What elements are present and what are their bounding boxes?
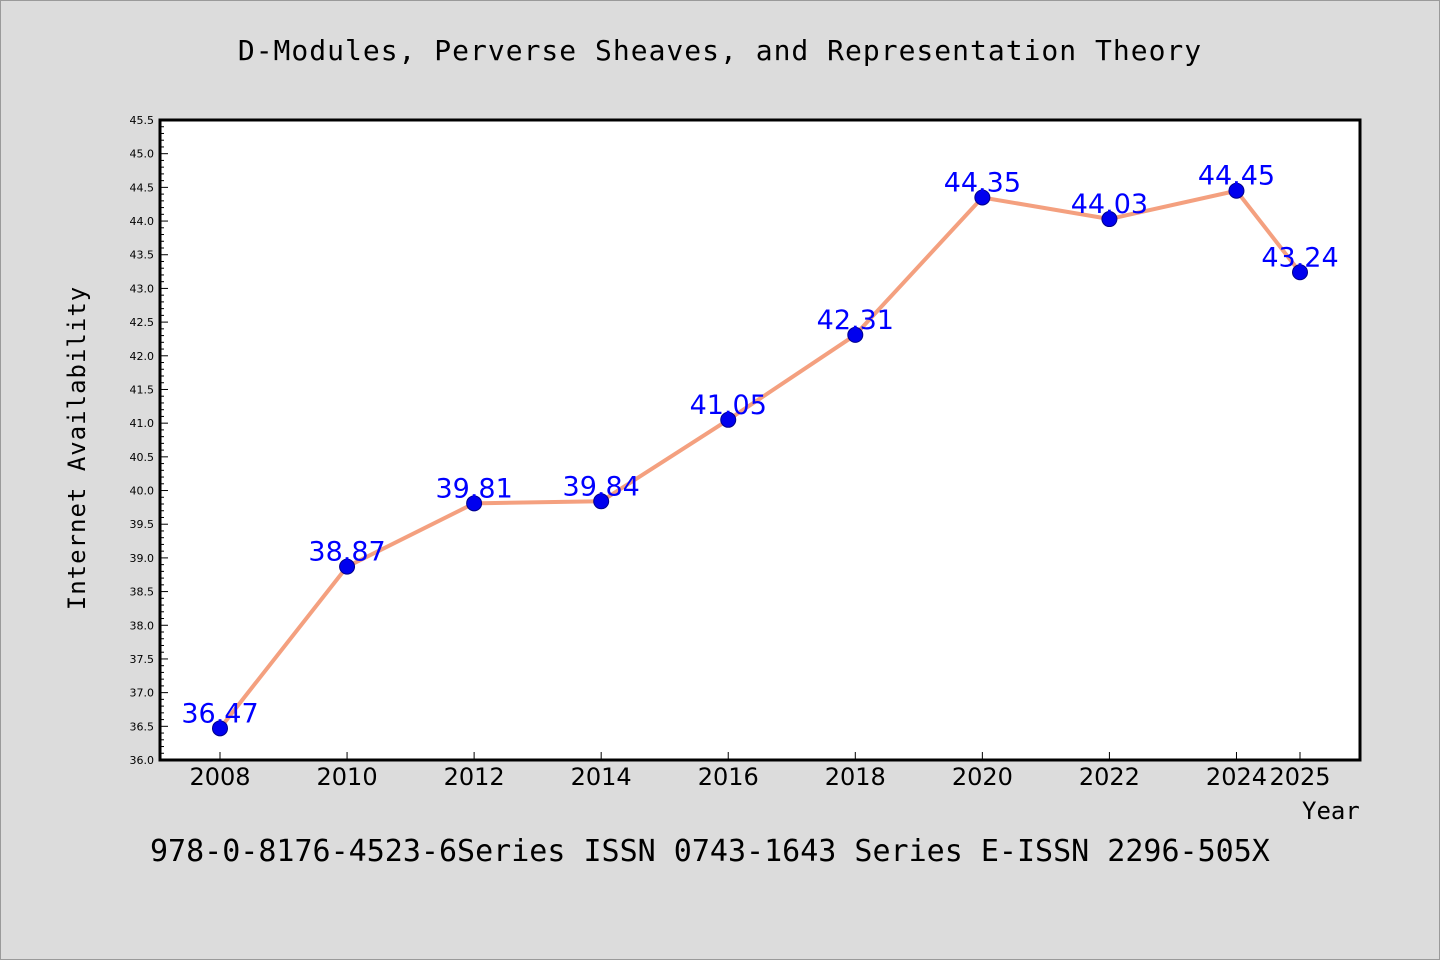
x-tick-label: 2010 [317,763,378,791]
y-tick-label: 45.5 [130,114,155,127]
data-label: 41.05 [690,390,767,421]
data-point [974,189,991,206]
x-tick-label: 2024 [1206,763,1267,791]
data-point [1228,182,1245,199]
data-label: 44.35 [944,167,1021,198]
data-point [339,558,356,575]
y-tick-label: 45.0 [130,148,155,161]
x-tick-label: 2012 [444,763,505,791]
data-point [593,493,610,510]
plot-area [160,120,1360,760]
plot-border [158,118,1362,762]
y-tick-label: 36.0 [130,754,155,767]
data-label: 38.87 [308,537,385,568]
data-point [212,720,228,737]
y-tick-label: 44.0 [130,215,155,228]
x-tick-label: 2020 [952,763,1013,791]
y-tick-label: 37.5 [130,653,155,666]
y-tick-label: 40.0 [130,485,155,498]
y-axis-label: Internet Availability [63,285,91,611]
y-tick-label: 43.5 [130,249,155,262]
x-tick-label: 2022 [1079,763,1140,791]
chart-title: D-Modules, Perverse Sheaves, and Represe… [237,34,1203,67]
x-tick-label: 2016 [698,763,759,791]
y-tick-label: 42.0 [130,350,155,363]
y-tick-label: 41.0 [130,417,155,430]
data-point [720,411,737,428]
data-label: 39.84 [563,471,640,502]
series-line [218,188,1302,731]
data-label: 42.31 [817,305,894,336]
x-tick-label: 2008 [189,763,250,791]
y-tick-label: 36.5 [130,720,155,733]
data-point [466,495,483,512]
x-axis-label: Year [1302,797,1360,825]
data-label: 44.03 [1071,189,1148,220]
y-tick-label: 42.5 [130,316,155,329]
y-tick-label: 44.5 [130,181,155,194]
y-tick-label: 37.0 [130,687,155,700]
y-tick-label: 39.0 [130,552,155,565]
y-tick-label: 43.0 [130,282,155,295]
data-label: 44.45 [1198,161,1275,192]
footer-text: 978-0-8176-4523-6Series ISSN 0743-1643 S… [150,834,1270,869]
y-tick-label: 41.5 [130,383,155,396]
x-tick-label: 2018 [825,763,886,791]
x-tick-label: 2025 [1269,763,1330,791]
data-point [847,326,864,343]
data-point [1292,264,1308,281]
x-tick-label: 2014 [571,763,632,791]
data-label: 36.47 [181,698,258,729]
data-label: 39.81 [435,473,512,504]
data-label: 43.24 [1261,242,1338,273]
y-tick-label: 38.5 [130,586,155,599]
y-tick-label: 40.5 [130,451,155,464]
y-tick-label: 39.5 [130,518,155,531]
data-point [1101,211,1118,228]
y-tick-label: 38.0 [130,619,155,632]
